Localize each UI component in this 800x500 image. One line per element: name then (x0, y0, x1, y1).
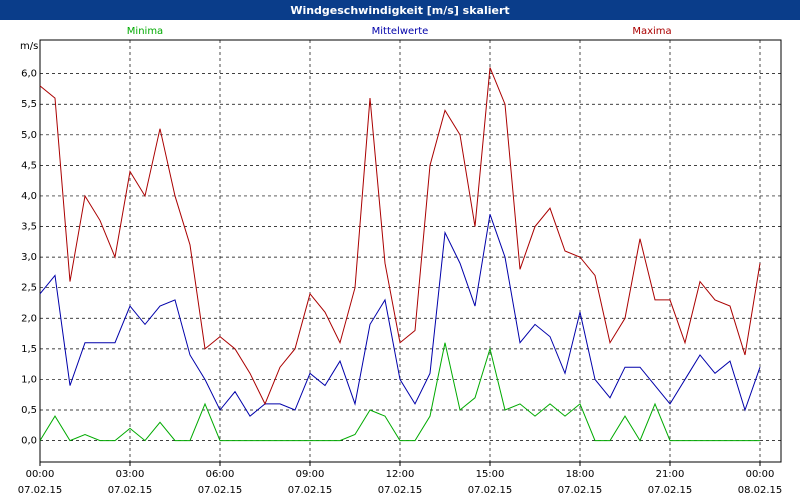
x-tick-label: 07.02.15 (288, 485, 333, 496)
x-tick-label: 09:00 (296, 469, 325, 480)
y-tick-label: 0,5 (21, 405, 37, 416)
y-tick-label: 2,5 (21, 283, 37, 294)
chart-title: Windgeschwindigkeit [m/s] skaliert (290, 4, 509, 17)
y-tick-label: 1,5 (21, 344, 37, 355)
x-tick-label: 07.02.15 (18, 485, 63, 496)
series-line (39, 67, 761, 406)
x-tick-label: 07.02.15 (468, 485, 513, 496)
x-tick-label: 08.02.15 (738, 485, 783, 496)
series-line (39, 342, 760, 442)
y-tick-label: 4,0 (21, 191, 37, 202)
x-tick-label: 18:00 (566, 469, 595, 480)
legend-label: Mittelwerte (372, 26, 429, 37)
legend-label: Minima (127, 26, 163, 37)
y-tick-label: 1,0 (21, 374, 37, 385)
y-tick-label: 4,5 (21, 160, 37, 171)
y-tick-label: 3,0 (21, 252, 37, 263)
x-tick-label: 21:00 (656, 469, 685, 480)
x-tick-label: 03:00 (116, 469, 145, 480)
y-tick-label: 6,0 (21, 69, 37, 80)
x-tick-label: 06:00 (206, 469, 235, 480)
y-tick-label: 2,0 (21, 313, 37, 324)
x-tick-label: 07.02.15 (558, 485, 603, 496)
y-tick-label: 5,5 (21, 99, 37, 110)
x-tick-label: 07.02.15 (198, 485, 243, 496)
x-tick-label: 00:00 (746, 469, 775, 480)
x-tick-label: 12:00 (386, 469, 415, 480)
x-tick-label: 07.02.15 (378, 485, 423, 496)
y-axis-label: m/s (20, 41, 38, 52)
plot-area (39, 39, 782, 463)
series-line (39, 214, 761, 417)
legend-label: Maxima (632, 26, 671, 37)
x-tick-label: 00:00 (26, 469, 55, 480)
y-tick-label: 5,0 (21, 130, 37, 141)
title-bar (0, 0, 800, 20)
y-tick-label: 0,0 (21, 436, 37, 447)
x-tick-label: 07.02.15 (648, 485, 693, 496)
x-tick-label: 07.02.15 (108, 485, 153, 496)
x-tick-label: 15:00 (476, 469, 505, 480)
y-tick-label: 3,5 (21, 222, 37, 233)
